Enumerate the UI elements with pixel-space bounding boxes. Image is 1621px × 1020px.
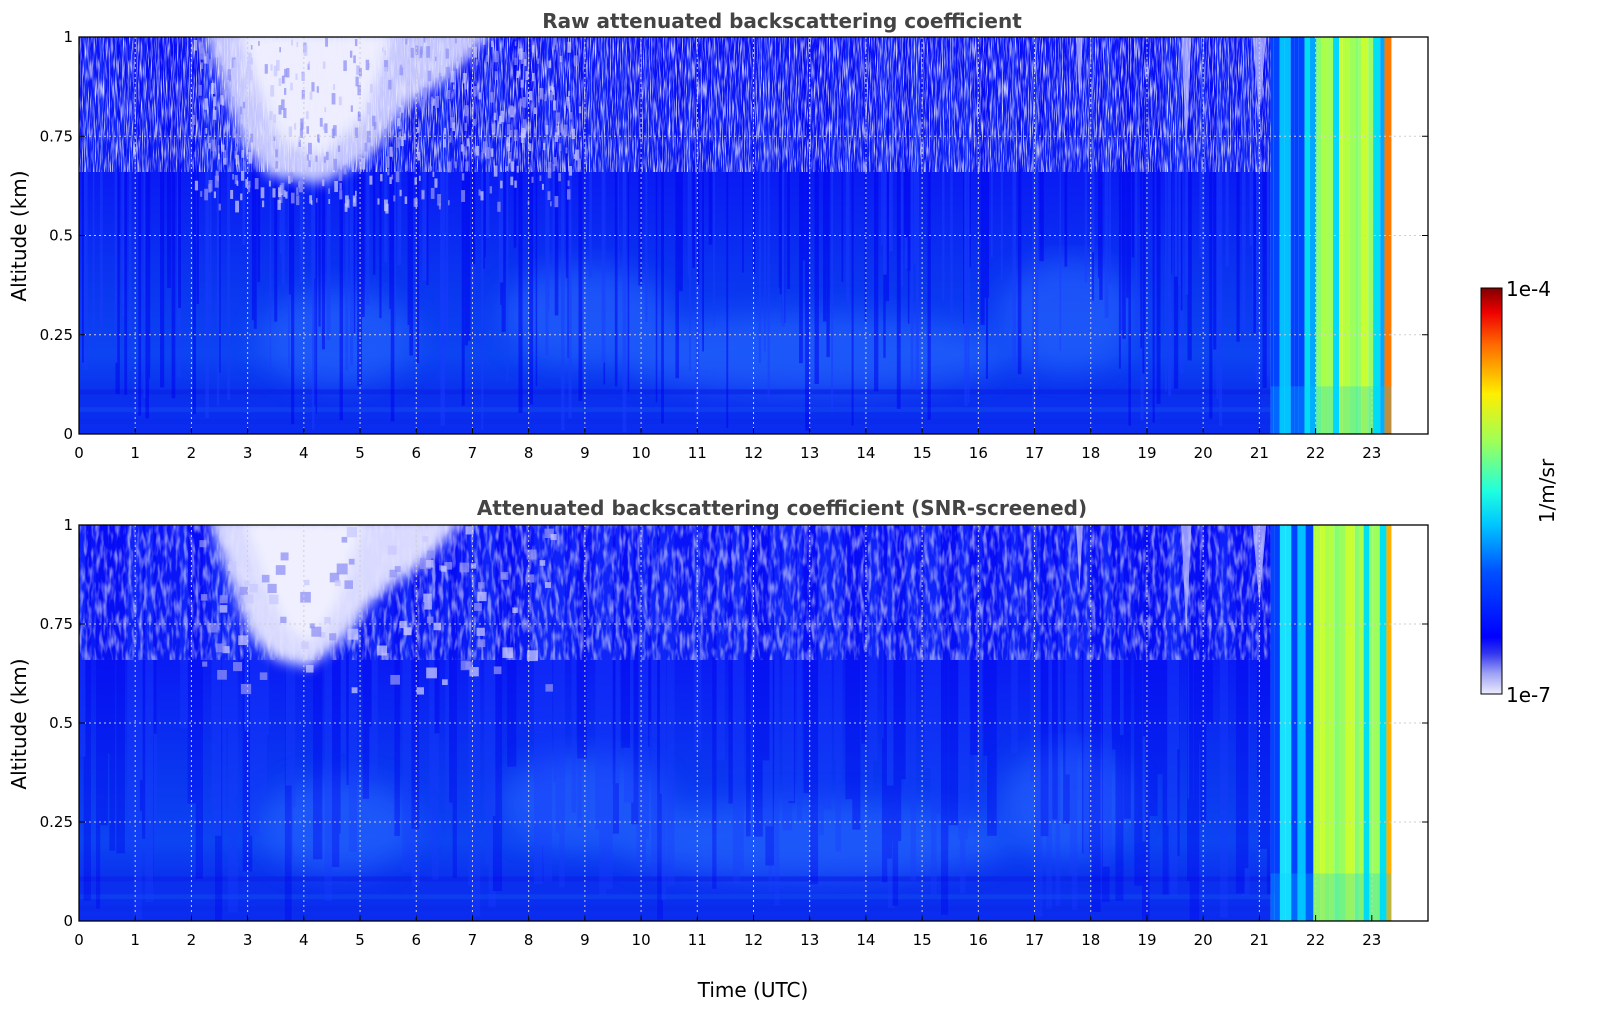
x-tick-label: 6 [411,931,421,949]
x-tick-label: 4 [299,931,309,949]
y-tick-label: 0.5 [49,227,73,245]
x-tick-label: 7 [468,931,478,949]
x-tick-label: 10 [632,444,651,462]
y-axis-ticks: 0 0.25 0.5 0.75 1 [40,516,1428,930]
x-tick-label: 3 [243,444,253,462]
x-tick-label: 1 [130,444,140,462]
y-tick-label: 0.25 [40,326,73,344]
panel-raw-backscatter: Raw attenuated backscattering coefficien… [7,9,1429,462]
x-tick-label: 23 [1362,931,1381,949]
y-tick-label: 1 [63,28,73,46]
x-tick-label: 23 [1362,444,1381,462]
x-tick-label: 19 [1137,444,1156,462]
panel-snr-screened-backscatter: Attenuated backscattering coefficient (S… [7,496,1429,1002]
x-tick-label: 1 [130,931,140,949]
x-tick-label: 5 [355,931,365,949]
chart-title: Raw attenuated backscattering coefficien… [542,9,1022,33]
heatmap-field [79,525,1428,921]
x-tick-label: 20 [1194,931,1213,949]
high-backscatter-band [1270,525,1392,921]
colorbar-min-label: 1e-7 [1506,683,1551,707]
chart-title: Attenuated backscattering coefficient (S… [477,496,1087,520]
gridlines [79,37,1428,434]
x-tick-label: 21 [1250,931,1269,949]
x-tick-label: 9 [580,444,590,462]
x-tick-label: 11 [688,931,707,949]
colorbar: 1e-4 1e-7 1/m/sr [1480,277,1559,707]
y-axis-ticks: 0 0.25 0.5 0.75 1 [40,28,1428,443]
x-tick-label: 5 [355,444,365,462]
x-tick-label: 19 [1137,931,1156,949]
x-tick-label: 20 [1194,444,1213,462]
y-tick-label: 0.75 [40,127,73,145]
x-tick-label: 7 [468,444,478,462]
x-tick-label: 11 [688,444,707,462]
y-tick-label: 0.5 [49,714,73,732]
x-tick-label: 13 [800,931,819,949]
y-axis-label: Altitude (km) [7,658,31,789]
x-tick-label: 3 [243,931,253,949]
x-tick-label: 21 [1250,444,1269,462]
colorbar-max-label: 1e-4 [1506,277,1551,301]
gridlines [79,525,1428,921]
y-tick-label: 0 [63,425,73,443]
x-tick-label: 12 [744,444,763,462]
y-tick-label: 0 [63,912,73,930]
colorbar-label: 1/m/sr [1535,458,1559,523]
x-tick-label: 16 [969,931,988,949]
x-tick-label: 8 [524,931,534,949]
x-tick-label: 14 [856,931,875,949]
x-tick-label: 22 [1306,931,1325,949]
heatmap-field [79,37,1428,434]
x-tick-label: 4 [299,444,309,462]
x-tick-label: 14 [856,444,875,462]
x-tick-label: 18 [1081,931,1100,949]
x-tick-label: 8 [524,444,534,462]
y-axis-label: Altitude (km) [7,170,31,301]
x-tick-label: 17 [1025,931,1044,949]
y-tick-label: 0.25 [40,813,73,831]
x-tick-label: 16 [969,444,988,462]
x-tick-label: 22 [1306,444,1325,462]
x-axis-ticks: 0 1 2 3 4 5 6 7 8 9 10 11 12 13 14 15 16 17 18 19 20 21 22 23 [74,915,1381,949]
x-tick-label: 18 [1081,444,1100,462]
x-tick-label: 12 [744,931,763,949]
x-tick-label: 0 [74,931,84,949]
x-tick-label: 15 [913,444,932,462]
x-tick-label: 17 [1025,444,1044,462]
x-tick-label: 2 [187,931,197,949]
x-axis-ticks: 0 1 2 3 4 5 6 7 8 9 10 11 12 13 14 15 16 17 18 19 20 21 22 23 [74,428,1381,462]
x-tick-label: 10 [632,931,651,949]
x-tick-label: 9 [580,931,590,949]
high-backscatter-band [1270,37,1392,434]
x-tick-label: 15 [913,931,932,949]
x-tick-label: 0 [74,444,84,462]
y-tick-label: 1 [63,516,73,534]
x-axis-label: Time (UTC) [697,978,809,1002]
x-tick-label: 13 [800,444,819,462]
colorbar-gradient [1480,287,1503,695]
x-tick-label: 2 [187,444,197,462]
y-tick-label: 0.75 [40,615,73,633]
x-tick-label: 6 [411,444,421,462]
